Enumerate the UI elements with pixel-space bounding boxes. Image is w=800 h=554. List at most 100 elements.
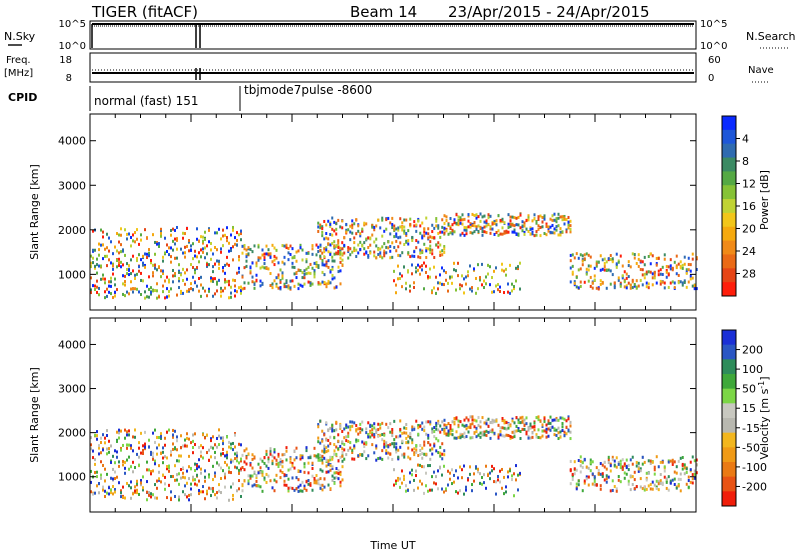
power-echo [507, 222, 510, 226]
velocity-echo [519, 430, 522, 434]
velocity-echo [471, 418, 474, 422]
velocity-echo [575, 468, 578, 472]
power-echo [615, 252, 618, 256]
power-echo [431, 289, 433, 293]
power-echo [419, 248, 422, 252]
power-echo [263, 258, 266, 262]
power-echo [198, 289, 200, 293]
power-echo [140, 233, 142, 237]
power-echo [573, 281, 576, 285]
velocity-echo [499, 426, 502, 430]
power-echo [240, 291, 242, 295]
power-echo [339, 246, 342, 250]
velocity-echo [138, 441, 140, 445]
velocity-echo [407, 440, 410, 444]
power-echo [429, 251, 432, 255]
power-echo [663, 281, 666, 285]
power-echo [190, 263, 192, 267]
velocity-echo [150, 470, 152, 474]
power-echo [601, 267, 604, 271]
velocity-echo [315, 479, 318, 483]
power-echo [559, 233, 562, 237]
power-echo [305, 258, 308, 262]
velocity-echo [172, 474, 174, 478]
power-echo [132, 290, 134, 294]
power-echo [283, 262, 286, 266]
power-echo [413, 254, 416, 258]
power-echo [645, 285, 648, 289]
velocity-echo [447, 431, 450, 435]
power-echo [389, 256, 392, 260]
power-echo [184, 271, 186, 275]
velocity-echo [405, 441, 408, 445]
power-echo [533, 213, 536, 217]
velocity-echo [267, 460, 270, 464]
power-echo [465, 232, 468, 236]
velocity-echo [379, 426, 382, 430]
power-echo [226, 236, 228, 240]
power-echo [509, 215, 512, 219]
power-echo [335, 222, 338, 226]
velocity-echo [234, 445, 236, 449]
power-echo [419, 231, 422, 235]
velocity-echo [222, 442, 224, 446]
velocity-echo [661, 483, 664, 487]
velocity-echo [639, 467, 642, 471]
power-echo [535, 230, 538, 234]
velocity-echo [515, 464, 517, 468]
velocity-echo [261, 473, 264, 477]
velocity-echo [367, 454, 370, 458]
velocity-echo [579, 459, 582, 463]
power-echo [465, 275, 467, 279]
velocity-echo [549, 421, 552, 425]
power-echo [218, 262, 220, 266]
power-echo [581, 258, 584, 262]
velocity-echo [591, 482, 594, 486]
power-echo [373, 240, 376, 244]
velocity-echo [212, 478, 214, 482]
velocity-echo [401, 431, 404, 435]
velocity-echo [114, 476, 116, 480]
freq-tick-top: 18 [59, 55, 72, 66]
velocity-echo [90, 490, 92, 494]
velocity-echo [665, 480, 668, 484]
velocity-echo [220, 491, 222, 495]
power-echo [487, 223, 490, 227]
power-echo [355, 254, 358, 258]
velocity-echo [379, 433, 382, 437]
velocity-echo [90, 436, 92, 440]
velocity-echo [549, 426, 552, 430]
power-echo [90, 276, 92, 280]
power-echo [226, 255, 228, 259]
power-echo [483, 279, 485, 283]
velocity-echo [567, 417, 570, 421]
power-echo [381, 216, 384, 220]
velocity-echo [633, 470, 636, 474]
velocity-echo [613, 463, 616, 467]
power-echo [659, 279, 662, 283]
velocity-echo [162, 446, 164, 450]
power-echo [695, 256, 698, 260]
velocity-echo [327, 470, 330, 474]
velocity-echo [190, 441, 192, 445]
power-echo [210, 248, 212, 252]
velocity-echo [489, 477, 491, 481]
power-echo [681, 263, 684, 267]
power-echo [321, 234, 324, 238]
power-echo [325, 264, 328, 268]
power-echo [160, 269, 162, 273]
power-echo [343, 236, 346, 240]
power-echo [643, 255, 646, 259]
power-echo [511, 223, 514, 227]
velocity-echo [407, 434, 410, 438]
velocity-echo [188, 498, 190, 502]
velocity-echo [335, 420, 338, 424]
power-echo [311, 252, 314, 256]
velocity-echo [485, 422, 488, 426]
power-echo [667, 285, 670, 289]
power-echo [589, 284, 592, 288]
power-echo [120, 243, 122, 247]
velocity-echo [477, 415, 480, 419]
velocity-echo [210, 439, 212, 443]
velocity-echo [619, 466, 622, 470]
